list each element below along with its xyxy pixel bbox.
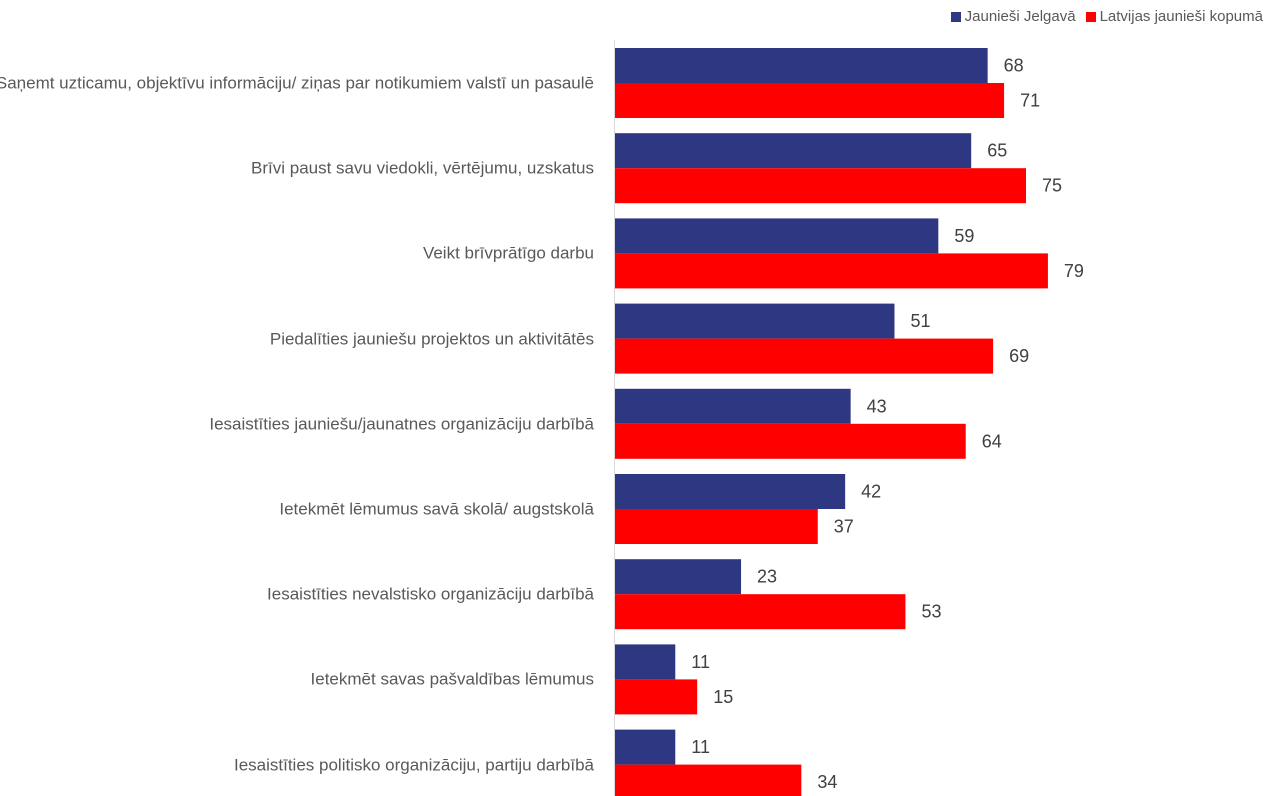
category-label: Iesaistīties politisko organizāciju, par… — [233, 755, 594, 775]
data-label: 79 — [1064, 261, 1084, 281]
legend: Jaunieši Jelgavā Latvijas jaunieši kopum… — [950, 8, 1263, 25]
data-label: 53 — [921, 602, 941, 622]
bar-latvia — [615, 764, 802, 796]
category-label: Veikt brīvprātīgo darbu — [422, 243, 594, 263]
data-label: 59 — [954, 226, 974, 246]
bar-jelgava — [615, 559, 742, 595]
bar-jelgava — [615, 388, 851, 424]
data-label: 37 — [834, 517, 854, 537]
data-label: 65 — [987, 141, 1007, 161]
bar-latvia — [615, 423, 966, 459]
category-label: Brīvi paust savu viedokli, vērtējumu, uz… — [251, 158, 594, 178]
data-label: 42 — [861, 482, 881, 502]
data-label: 34 — [817, 772, 837, 792]
category-label: Iesaistīties nevalstisko organizāciju da… — [267, 584, 594, 604]
bar-latvia — [615, 168, 1026, 204]
data-label: 68 — [1004, 56, 1024, 76]
bars — [615, 48, 1048, 796]
legend-item-jelgava: Jaunieši Jelgavā — [950, 8, 1076, 25]
data-label: 69 — [1009, 346, 1029, 366]
bar-latvia — [615, 679, 698, 715]
category-label: Iesaistīties jauniešu/jaunatnes organizā… — [209, 414, 594, 434]
bar-latvia — [615, 594, 906, 630]
bar-jelgava — [615, 218, 939, 254]
bar-jelgava — [615, 644, 676, 680]
legend-item-latvia: Latvijas jaunieši kopumā — [1085, 8, 1263, 25]
bar-latvia — [615, 253, 1048, 289]
bar-latvia — [615, 83, 1005, 118]
data-label: 23 — [757, 567, 777, 587]
legend-label-jelgava: Jaunieši Jelgavā — [964, 8, 1076, 25]
category-label: Ietekmēt savas pašvaldības lēmumus — [310, 669, 594, 689]
bar-jelgava — [615, 303, 895, 339]
data-label: 11 — [691, 737, 710, 757]
bar-jelgava — [615, 133, 972, 169]
bar-jelgava — [615, 48, 988, 83]
legend-swatch-latvia — [1085, 11, 1096, 22]
data-label: 75 — [1042, 176, 1062, 196]
legend-swatch-jelgava — [950, 11, 961, 22]
data-label: 51 — [910, 311, 930, 331]
data-label: 43 — [867, 396, 887, 416]
bar-jelgava — [615, 729, 676, 765]
bar-latvia — [615, 509, 818, 544]
category-label: Ietekmēt lēmumus savā skolā/ augstskolā — [279, 499, 594, 519]
data-label: 11 — [691, 652, 710, 672]
bar-latvia — [615, 338, 994, 374]
data-label: 71 — [1020, 91, 1040, 111]
legend-label-latvia: Latvijas jaunieši kopumā — [1099, 8, 1263, 25]
category-label: Piedalīties jauniešu projektos un aktivi… — [269, 329, 594, 349]
data-label: 64 — [982, 431, 1002, 451]
data-label: 15 — [713, 687, 733, 707]
category-label: Saņemt uzticamu, objektīvu informāciju/ … — [0, 73, 594, 93]
bar-jelgava — [615, 474, 846, 509]
